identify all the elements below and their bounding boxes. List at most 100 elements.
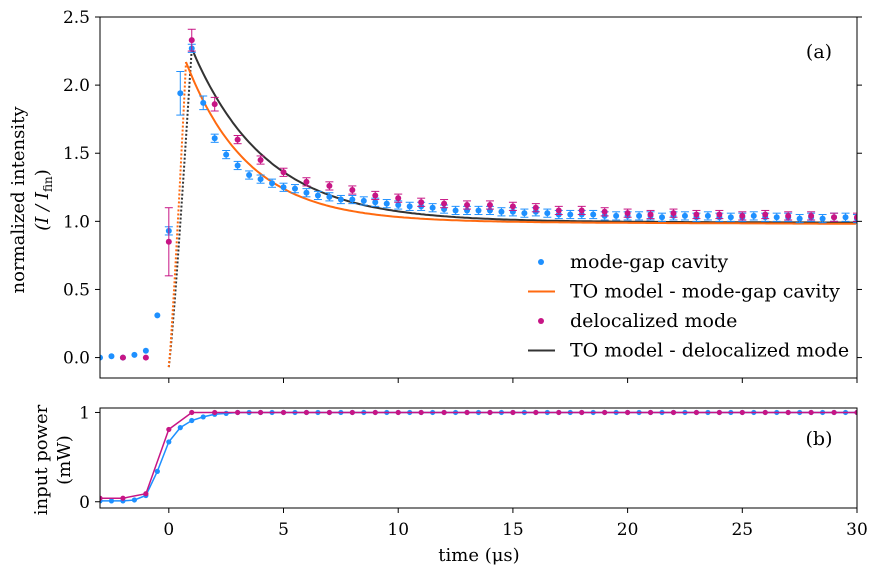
input-power-point <box>556 409 562 416</box>
data-point <box>521 210 528 217</box>
data-point <box>142 354 149 361</box>
input-power-point <box>100 495 103 501</box>
data-point <box>119 354 126 361</box>
data-point <box>831 214 838 221</box>
data-point <box>590 211 597 218</box>
input-power-point <box>166 439 172 445</box>
legend-label: TO model - delocalized mode <box>570 340 849 362</box>
y-tick-label: 2.0 <box>63 76 90 96</box>
panel-a: 0.0 0.5 1.0 1.5 2.0 2.5 (a) normalized intens… <box>8 8 862 383</box>
data-point <box>785 212 792 219</box>
input-power-point <box>739 409 745 416</box>
data-point <box>372 199 379 206</box>
input-power-point <box>441 409 447 416</box>
input-power-point <box>602 409 608 416</box>
input-power-point <box>154 468 160 474</box>
input-power-point <box>120 495 126 501</box>
legend-label: mode-gap cavity <box>570 251 728 273</box>
data-point <box>383 200 390 207</box>
panel-a-plot-area <box>100 28 857 368</box>
data-point <box>211 101 218 108</box>
data-point <box>349 187 356 194</box>
ylabel-subscript: fin <box>41 176 55 192</box>
data-point <box>406 203 413 210</box>
data-point <box>475 207 482 214</box>
data-point <box>154 312 161 319</box>
data-point <box>234 136 241 143</box>
panel-b-label: (b) <box>806 428 833 450</box>
data-point <box>796 215 803 222</box>
input-power-point <box>510 409 516 416</box>
data-point <box>372 192 379 199</box>
ylabel-close: ) <box>32 169 53 176</box>
data-point <box>200 99 207 106</box>
input-power-point <box>131 497 138 503</box>
input-power-point <box>831 409 837 416</box>
x-tick-label: 25 <box>731 520 753 540</box>
data-point <box>257 176 264 183</box>
data-point <box>704 212 711 219</box>
panel-a-y-label-line2: (I / Ifin) <box>32 169 55 231</box>
data-point <box>854 214 857 221</box>
y-tick-label: 1.5 <box>63 144 90 164</box>
data-point <box>601 208 608 215</box>
input-power-point <box>808 409 814 416</box>
input-power-point <box>326 409 332 416</box>
data-point <box>326 193 333 200</box>
input-power-point <box>395 409 401 416</box>
data-point <box>360 197 367 204</box>
data-point <box>681 212 688 219</box>
y-tick-label: 0 <box>79 493 90 513</box>
data-point <box>108 353 115 360</box>
panel-b-ticks: 010 5 10 15 20 25 30 <box>79 403 868 540</box>
input-power-point <box>189 417 195 424</box>
model-line <box>185 61 856 225</box>
input-power-point <box>303 409 310 416</box>
data-point <box>395 195 402 202</box>
data-point <box>303 189 310 196</box>
input-power-point <box>166 426 172 433</box>
input-power-point <box>349 409 355 416</box>
data-point <box>762 211 769 218</box>
legend-marker <box>538 259 544 265</box>
data-point <box>142 347 149 354</box>
input-power-point <box>579 409 585 416</box>
input-power-point <box>189 409 195 416</box>
data-point <box>624 210 631 217</box>
data-point <box>716 211 723 218</box>
data-point <box>773 214 780 221</box>
data-point <box>578 207 585 214</box>
data-point <box>659 214 666 221</box>
data-point <box>842 214 849 221</box>
input-power-point <box>464 409 470 416</box>
x-tick-label: 15 <box>502 520 524 540</box>
input-power-point <box>372 409 378 416</box>
data-point <box>100 354 103 361</box>
data-point <box>280 169 287 176</box>
input-power-point <box>212 409 218 416</box>
input-power-point <box>693 409 700 416</box>
data-point <box>727 214 734 221</box>
data-point <box>395 201 402 208</box>
data-point <box>165 238 172 245</box>
input-power-line <box>100 411 857 502</box>
legend-label: delocalized mode <box>570 310 737 332</box>
data-point <box>337 196 344 203</box>
input-power-point <box>647 409 654 416</box>
data-point <box>555 207 562 214</box>
y-tick-label: 1 <box>79 403 90 423</box>
data-point <box>544 210 551 217</box>
panel-a-label: (a) <box>806 41 832 63</box>
data-point <box>177 90 184 97</box>
panel-a-frame <box>99 16 858 379</box>
data-point <box>693 211 700 218</box>
y-tick-label: 1.0 <box>63 212 90 232</box>
data-point <box>452 207 459 214</box>
data-point <box>269 180 276 187</box>
data-point <box>819 215 826 222</box>
input-power-point <box>177 425 183 431</box>
data-point <box>464 201 471 208</box>
input-power-point <box>418 409 424 416</box>
data-point <box>223 151 230 158</box>
